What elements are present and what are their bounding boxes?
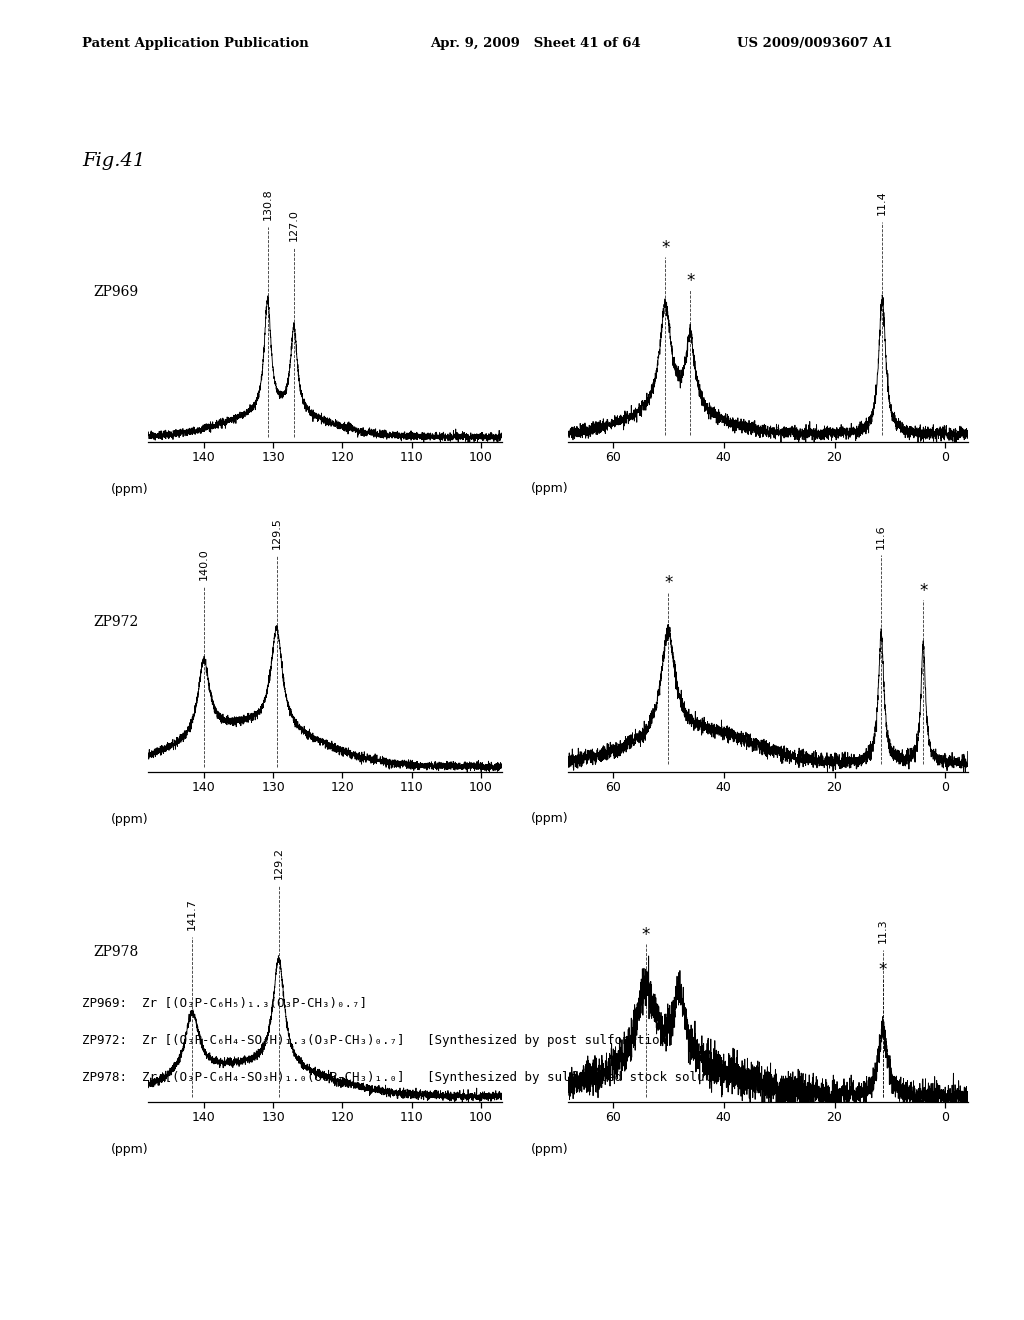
- Text: *: *: [662, 239, 670, 257]
- Text: 129.2: 129.2: [273, 847, 284, 879]
- Text: (ppm): (ppm): [111, 813, 148, 826]
- Text: ZP972: ZP972: [93, 615, 138, 630]
- Text: Patent Application Publication: Patent Application Publication: [82, 37, 308, 50]
- Text: (ppm): (ppm): [530, 482, 568, 495]
- Text: ZP978: ZP978: [93, 945, 138, 960]
- Text: ZP969:  Zr [(O₃P-C₆H₅)₁.₃(O₃P-CH₃)₀.₇]: ZP969: Zr [(O₃P-C₆H₅)₁.₃(O₃P-CH₃)₀.₇]: [82, 997, 367, 1010]
- Text: Fig.41: Fig.41: [82, 152, 145, 170]
- Text: ZP972:  Zr [(O₃P-C₆H₄-SO₃H)₁.₃(O₃P-CH₃)₀.₇]   [Synthesized by post sulfonation]: ZP972: Zr [(O₃P-C₆H₄-SO₃H)₁.₃(O₃P-CH₃)₀.…: [82, 1034, 675, 1047]
- Text: (ppm): (ppm): [111, 1143, 148, 1156]
- Text: *: *: [686, 272, 694, 289]
- Text: 11.4: 11.4: [878, 190, 887, 215]
- Text: 140.0: 140.0: [199, 548, 209, 579]
- Text: 127.0: 127.0: [289, 210, 299, 242]
- Text: *: *: [879, 961, 887, 979]
- Text: (ppm): (ppm): [111, 483, 148, 496]
- Text: *: *: [642, 927, 650, 945]
- Text: 11.3: 11.3: [878, 919, 888, 942]
- Text: 130.8: 130.8: [262, 189, 272, 220]
- Text: *: *: [664, 574, 673, 591]
- Text: US 2009/0093607 A1: US 2009/0093607 A1: [737, 37, 893, 50]
- Text: *: *: [920, 582, 928, 601]
- Text: 11.6: 11.6: [877, 524, 886, 549]
- Text: Apr. 9, 2009   Sheet 41 of 64: Apr. 9, 2009 Sheet 41 of 64: [430, 37, 641, 50]
- Text: ZP969: ZP969: [93, 285, 138, 300]
- Text: (ppm): (ppm): [530, 1143, 568, 1156]
- Text: ZP978:  Zr [(O₃P-C₆H₄-SO₃H)₁.₀(O₃P-CH₃)₁.₀]   [Synthesized by sulfonated stock s: ZP978: Zr [(O₃P-C₆H₄-SO₃H)₁.₀(O₃P-CH₃)₁.…: [82, 1071, 742, 1084]
- Text: 129.5: 129.5: [271, 517, 282, 549]
- Text: (ppm): (ppm): [530, 812, 568, 825]
- Text: 141.7: 141.7: [187, 899, 198, 931]
